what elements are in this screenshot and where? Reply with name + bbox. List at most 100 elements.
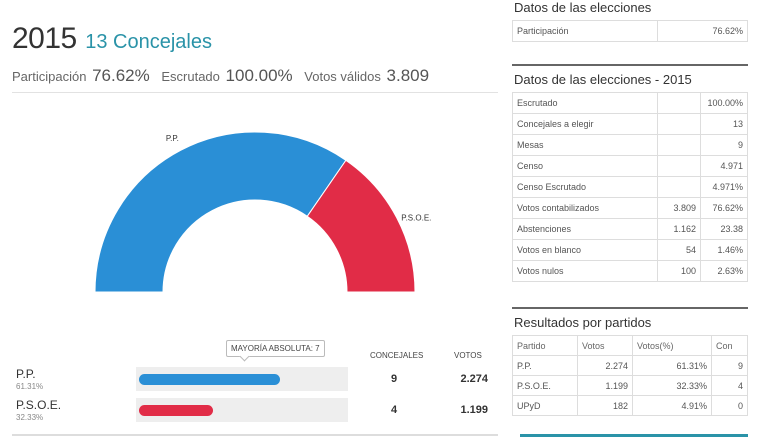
vote-bar-track [136,398,348,422]
divider [12,92,498,93]
seat-hemicycle-chart: P.P. P.S.O.E. [12,100,498,300]
hemicycle-label: P.P. [166,134,179,143]
table-cell-label: Censo [512,155,658,177]
election-data-panel: Datos de las elecciones - 2015 Escrutado… [512,64,748,282]
table-cell-value [657,176,701,198]
table-row: Participación 76.62% [512,20,748,42]
table-cell-value: 9 [711,355,748,376]
table-row: P.P. 2.274 61.31% 9 [512,355,748,376]
table-cell-party: UPyD [512,395,578,416]
valid-votes-value: 3.809 [386,66,430,85]
vote-bar-fill [139,405,213,416]
party-seats: 9 [390,373,398,385]
table-cell-value: 4.91% [632,395,712,416]
table-row: Censo 4.971 [512,155,748,177]
party-percent: 32.33% [16,413,44,422]
scrutinized-value: 100.00% [225,66,293,85]
participation-label: Participación [12,69,87,84]
participation-table: Participación 76.62% [512,20,748,42]
divider [12,434,498,436]
column-header: Votos [577,335,633,356]
table-cell-label: Censo Escrutado [512,176,658,198]
party-seats: 4 [390,404,398,416]
party-percent: 61.31% [16,382,44,391]
table-header-row: Partido Votos Votos(%) Con [512,335,748,356]
table-cell-value [657,92,701,114]
teal-accent-bar [520,434,748,437]
panel-top-border [512,307,748,309]
table-cell-value: 182 [577,395,633,416]
results-panel: Resultados por partidos Partido Votos Voto… [512,307,748,416]
table-cell-party: P.P. [512,355,578,376]
table-cell-value [657,134,701,156]
scrutinized-label: Escrutado [161,69,220,84]
hemicycle-label: P.S.O.E. [401,214,431,223]
seats-title: 13 Concejales [85,31,212,53]
table-cell-value: 4 [711,375,748,396]
table-cell-value: 1.199 [577,375,633,396]
table-row: Votos en blanco 54 1.46% [512,239,748,261]
valid-votes-label: Votos válidos [304,69,381,84]
table-row: Abstenciones 1.162 23.38 [512,218,748,240]
table-cell-value: 54 [657,239,701,261]
table-cell-label: Escrutado [512,92,658,114]
table-cell-percent: 13 [700,113,748,135]
table-row: Mesas 9 [512,134,748,156]
seats-column-header: CONCEJALES [370,351,424,360]
table-cell-value [657,113,701,135]
party-name: P.S.O.E. [16,398,62,412]
table-cell-value: 76.62% [657,20,748,42]
table-cell-value: 100 [657,260,701,282]
table-cell-party: P.S.O.E. [512,375,578,396]
party-votes: 1.199 [460,404,488,416]
table-cell-label: Votos contabilizados [512,197,658,219]
table-cell-label: Concejales a elegir [512,113,658,135]
table-row: Votos nulos 100 2.63% [512,260,748,282]
table-cell-percent: 100.00% [700,92,748,114]
majority-tooltip: MAYORÍA ABSOLUTA: 7 [226,340,325,357]
summary-line: Participación 76.62% Escrutado 100.00% V… [12,66,437,86]
table-row: Censo Escrutado 4.971% [512,176,748,198]
hemicycle-segment [306,159,416,293]
table-row: Escrutado 100.00% [512,92,748,114]
panel-title: Datos de las elecciones - 2015 [514,72,692,87]
party-row-pp[interactable]: P.P. 61.31% 9 2.274 [12,367,498,397]
table-cell-label: Votos en blanco [512,239,658,261]
panel-title: Resultados por partidos [514,315,652,330]
table-cell-value [657,155,701,177]
table-row: Concejales a elegir 13 [512,113,748,135]
table-cell-percent: 9 [700,134,748,156]
table-row: Votos contabilizados 3.809 76.62% [512,197,748,219]
table-cell-percent: 76.62% [700,197,748,219]
table-cell-percent: 4.971% [700,176,748,198]
election-year: 2015 [12,22,77,55]
column-header: Votos(%) [632,335,712,356]
party-row-psoe[interactable]: P.S.O.E. 32.33% 4 1.199 [12,398,498,428]
table-cell-value: 0 [711,395,748,416]
votes-column-header: VOTOS [454,351,482,360]
table-cell-value: 2.274 [577,355,633,376]
main-panel: 2015 13 Concejales Participación 76.62% … [12,0,498,438]
hemicycle-svg: P.P. P.S.O.E. [94,131,431,293]
election-data-table: Escrutado 100.00% Concejales a elegir 13 Mes… [512,92,748,282]
panel-title: Datos de las elecciones [514,0,652,15]
table-cell-value: 1.162 [657,218,701,240]
table-cell-value: 32.33% [632,375,712,396]
table-cell-percent: 1.46% [700,239,748,261]
table-cell-percent: 2.63% [700,260,748,282]
vote-bar-fill [139,374,280,385]
table-cell-percent: 4.971 [700,155,748,177]
party-votes: 2.274 [460,373,488,385]
page-title: 2015 13 Concejales [12,22,212,56]
table-cell-label: Mesas [512,134,658,156]
vote-bar-track [136,367,348,391]
table-cell-label: Abstenciones [512,218,658,240]
table-cell-value: 3.809 [657,197,701,219]
table-row: UPyD 182 4.91% 0 [512,395,748,416]
table-cell-label: Votos nulos [512,260,658,282]
table-row: P.S.O.E. 1.199 32.33% 4 [512,375,748,396]
participation-value: 76.62% [92,66,150,85]
hemicycle-segment [94,131,347,293]
table-cell-value: 61.31% [632,355,712,376]
panel-top-border [512,64,748,66]
